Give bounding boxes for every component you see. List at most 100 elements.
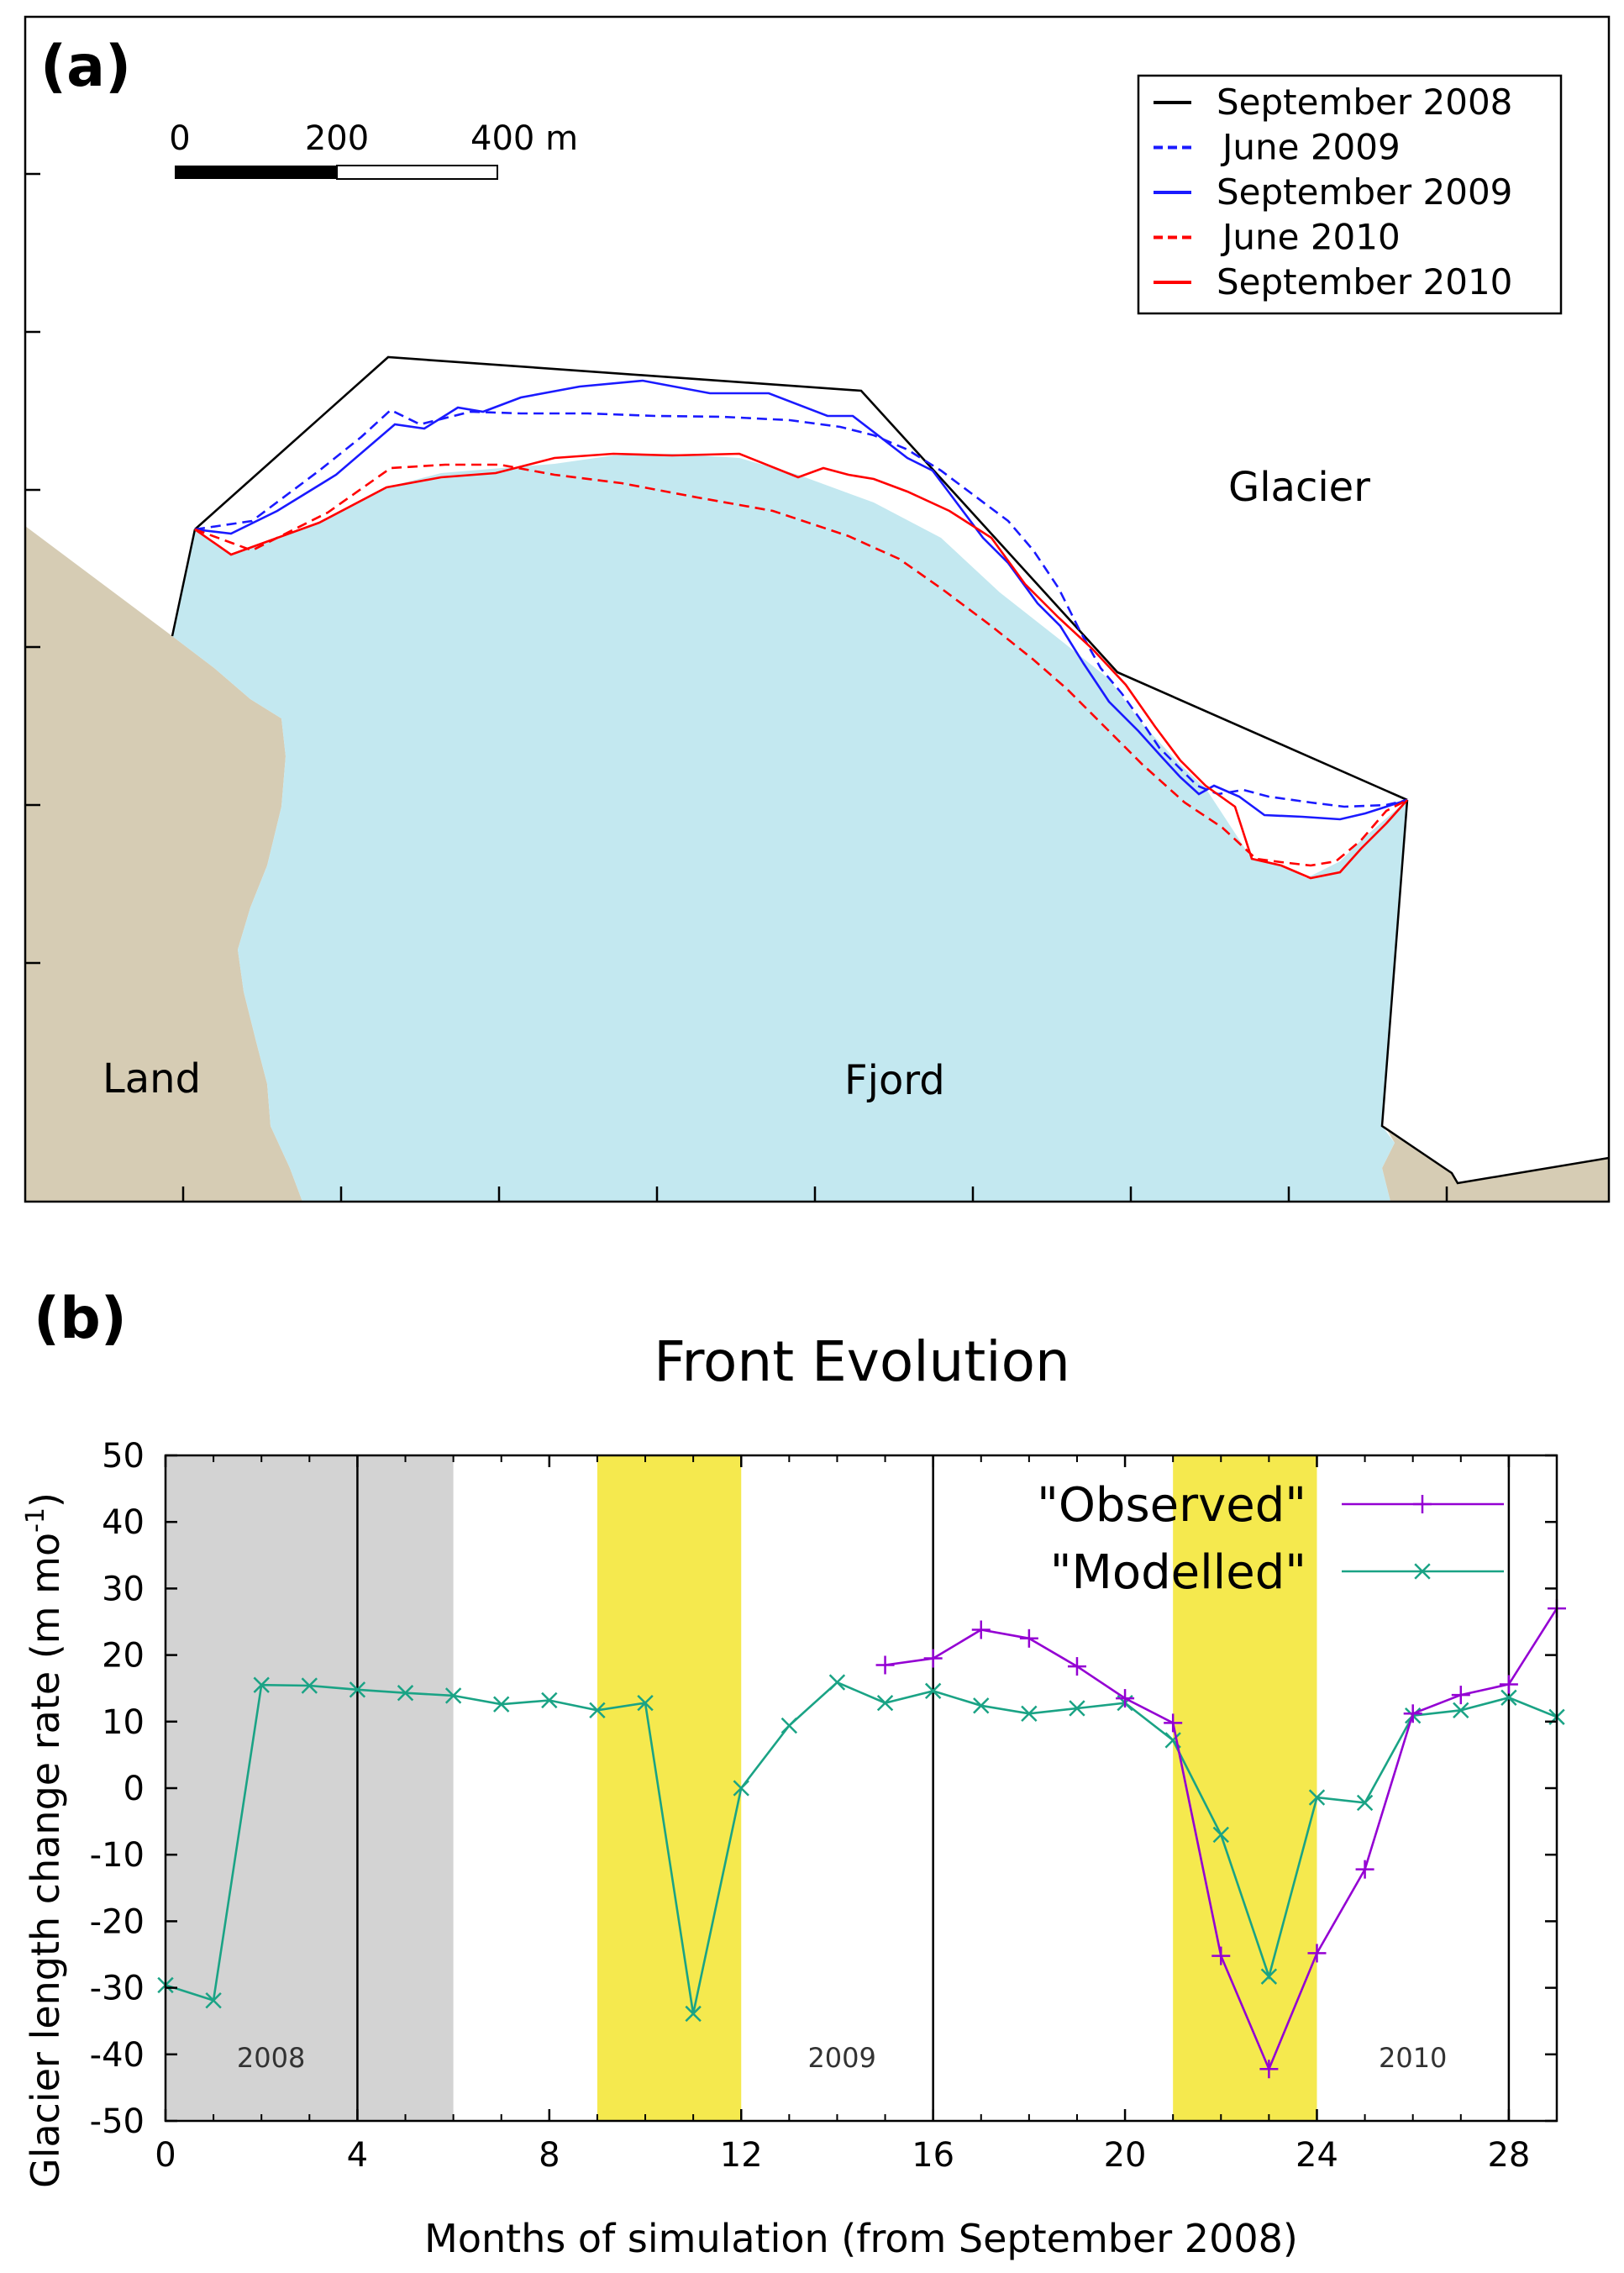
legend-marker-1	[1414, 1563, 1431, 1580]
series-0-point-5	[1116, 1689, 1135, 1708]
year-labels: 2008 2009 2010	[237, 2042, 1447, 2074]
map-legend-box	[1137, 74, 1563, 315]
scale-bar-label-0: 0	[169, 119, 190, 158]
series-1-point-6	[444, 1687, 462, 1704]
legend-label-0: "Observed"	[1037, 1478, 1306, 1533]
y-tick-label-8: 30	[102, 1570, 145, 1608]
data-series	[157, 1599, 1566, 2079]
map-legend-label-2: September 2009	[1217, 171, 1512, 213]
series-0-point-8	[1259, 2060, 1279, 2079]
legend-marker-0	[1413, 1495, 1432, 1513]
series-1-point-11	[685, 2005, 702, 2023]
series-1-point-15	[876, 1694, 894, 1712]
front-september-2009	[194, 379, 1408, 821]
region-label-land: Land	[102, 1055, 201, 1102]
fjord-boundary-right	[1380, 799, 1610, 1185]
x-tick-label-3: 12	[720, 2136, 763, 2175]
region-label-fjord: Fjord	[844, 1057, 945, 1104]
series-line-1	[165, 1681, 1558, 2014]
region-label-glacier: Glacier	[1228, 464, 1370, 511]
y-tick-label-10: 50	[102, 1437, 145, 1476]
chart-title: Front Evolution	[654, 1329, 1070, 1394]
front-june-2010	[194, 463, 1408, 867]
scale-bar: 0 200 400 m	[169, 119, 578, 180]
year-label-2: 2010	[1379, 2042, 1447, 2074]
y-axis-label-superscript: -1	[21, 1507, 50, 1533]
x-tick-label-7: 28	[1487, 2136, 1530, 2175]
y-axis-label-main: Glacier length change rate (m mo	[23, 1533, 68, 2188]
series-0-point-11	[1403, 1704, 1422, 1723]
panel-b-label: (b)	[34, 1286, 127, 1352]
year-boundary-lines	[356, 1455, 1511, 2121]
series-1-point-7	[493, 1696, 510, 1713]
series-1-point-10	[637, 1694, 654, 1712]
scale-bar-label-200: 200	[305, 119, 369, 158]
map-legend-label-1: June 2009	[1220, 127, 1401, 168]
map-legend-label-0: September 2008	[1217, 82, 1512, 123]
series-1-point-13	[780, 1717, 798, 1734]
series-1-point-25	[1356, 1794, 1374, 1812]
series-1-point-28	[1500, 1689, 1517, 1706]
series-0-point-10	[1355, 1860, 1374, 1879]
panel-a-map: (a) 0 200 400 m Glacier Land Fjord Septe…	[24, 15, 1611, 1203]
y-tick-label-1: -40	[90, 2036, 145, 2075]
map-tick-marks	[25, 172, 1448, 1202]
fjord-water	[172, 454, 1407, 1202]
series-1-point-8	[541, 1692, 558, 1709]
series-1-point-14	[828, 1674, 846, 1691]
fjord-boundary-left	[171, 529, 197, 637]
y-axis-label-end: )	[23, 1492, 68, 1507]
y-tick-label-9: 40	[102, 1503, 145, 1542]
series-1-point-18	[1021, 1705, 1038, 1722]
land-area-right	[1382, 1126, 1609, 1202]
x-tick-label-1: 4	[347, 2136, 368, 2175]
y-tick-label-5: 0	[124, 1770, 145, 1808]
x-tick-label-4: 16	[912, 2136, 954, 2175]
y-axis-label: Glacier length change rate (m mo-1)	[21, 1492, 68, 2188]
series-0-point-13	[1499, 1675, 1518, 1694]
series-1-point-23	[1260, 1968, 1278, 1985]
series-0-point-3	[1019, 1628, 1038, 1648]
map-legend-label-3: June 2010	[1220, 217, 1401, 258]
panel-a-label: (a)	[40, 34, 131, 100]
series-0-point-4	[1067, 1657, 1086, 1676]
series-1-point-2	[253, 1676, 270, 1693]
y-tick-label-4: -10	[90, 1836, 145, 1875]
series-1-point-22	[1212, 1826, 1229, 1844]
year-label-1: 2009	[807, 2042, 875, 2074]
y-tick-label-3: -20	[90, 1902, 145, 1941]
series-1-point-19	[1069, 1700, 1085, 1717]
scale-bar-white-segment	[336, 165, 498, 180]
scale-bar-black-segment	[175, 166, 337, 179]
y-tick-label-6: 10	[102, 1703, 145, 1742]
x-axis-label: Months of simulation (from September 200…	[424, 2216, 1298, 2261]
front-september-2010	[194, 452, 1408, 880]
series-0-point-1	[923, 1649, 943, 1668]
series-1-point-5	[397, 1685, 414, 1702]
chart-legend: "Observed" "Modelled"	[1037, 1478, 1504, 1600]
legend-label-1: "Modelled"	[1050, 1545, 1306, 1600]
panel-b-chart: (b) Front Evolution 2008 2009 2010 "Observ…	[21, 1286, 1566, 2261]
series-1-point-27	[1453, 1702, 1469, 1719]
y-tick-label-7: 20	[102, 1637, 145, 1676]
shaded-region-1	[597, 1455, 742, 2121]
x-tick-label-6: 24	[1296, 2136, 1338, 2175]
series-0-point-7	[1211, 1946, 1231, 1965]
scale-bar-label-400: 400 m	[470, 119, 578, 158]
x-tick-label-0: 0	[155, 2136, 176, 2175]
y-tick-label-2: -30	[90, 1970, 145, 2008]
x-tick-label-5: 20	[1104, 2136, 1147, 2175]
series-0-point-6	[1164, 1713, 1183, 1733]
series-1-point-24	[1308, 1789, 1326, 1806]
series-1-point-1	[205, 1992, 222, 2009]
axes: 0 4 8 12 16 20 24 28 -50 -40 -30 -20 -10 0 10 20 30 40 50	[90, 1437, 1557, 2175]
series-1-point-4	[349, 1681, 366, 1698]
series-1-point-17	[973, 1697, 990, 1714]
land-area-left	[25, 526, 302, 1202]
y-tick-label-0: -50	[90, 2102, 145, 2141]
shaded-region-0	[166, 1455, 454, 2121]
series-0-point-12	[1451, 1686, 1470, 1705]
year-label-0: 2008	[237, 2042, 305, 2074]
